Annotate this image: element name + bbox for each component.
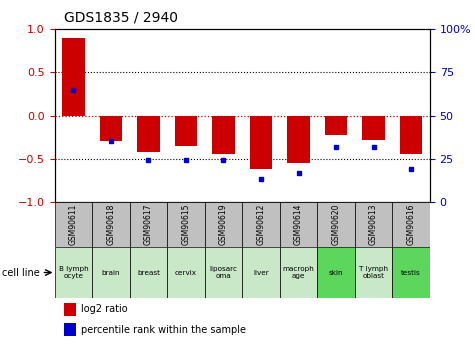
Bar: [355, 202, 392, 247]
Text: GSM90617: GSM90617: [144, 204, 153, 245]
Text: GDS1835 / 2940: GDS1835 / 2940: [64, 10, 178, 24]
Bar: [92, 202, 130, 247]
Text: GSM90614: GSM90614: [294, 204, 303, 245]
Bar: [55, 202, 92, 247]
Text: cervix: cervix: [175, 269, 197, 276]
Text: GSM90616: GSM90616: [407, 204, 416, 245]
Text: GSM90620: GSM90620: [332, 204, 341, 245]
Bar: [317, 247, 355, 298]
Bar: [250, 116, 272, 169]
Bar: [287, 116, 310, 163]
Text: brain: brain: [102, 269, 120, 276]
Bar: [62, 38, 85, 116]
Text: macroph
age: macroph age: [283, 266, 314, 279]
Text: liposarc
oma: liposarc oma: [209, 266, 238, 279]
Bar: [167, 247, 205, 298]
Bar: [392, 202, 430, 247]
Bar: [130, 202, 167, 247]
Bar: [167, 202, 205, 247]
Text: cell line: cell line: [2, 268, 40, 277]
Bar: [355, 247, 392, 298]
Text: liver: liver: [253, 269, 269, 276]
Text: GSM90612: GSM90612: [256, 204, 266, 245]
Bar: [175, 116, 197, 146]
Text: testis: testis: [401, 269, 421, 276]
Bar: [55, 247, 92, 298]
Text: GSM90611: GSM90611: [69, 204, 78, 245]
Text: GSM90618: GSM90618: [106, 204, 115, 245]
Bar: [137, 116, 160, 152]
Bar: [212, 116, 235, 155]
Bar: [280, 247, 317, 298]
Text: skin: skin: [329, 269, 343, 276]
Text: GSM90615: GSM90615: [181, 204, 190, 245]
Text: log2 ratio: log2 ratio: [81, 304, 127, 314]
Bar: [317, 202, 355, 247]
Bar: [362, 116, 385, 140]
Bar: [392, 247, 430, 298]
Bar: [205, 202, 242, 247]
Text: GSM90613: GSM90613: [369, 204, 378, 245]
Text: T lymph
oblast: T lymph oblast: [359, 266, 388, 279]
Text: breast: breast: [137, 269, 160, 276]
Bar: [280, 202, 317, 247]
Bar: [205, 247, 242, 298]
Bar: [242, 202, 280, 247]
Bar: [100, 116, 122, 141]
Bar: [242, 247, 280, 298]
Bar: [92, 247, 130, 298]
Bar: [400, 116, 422, 155]
Text: percentile rank within the sample: percentile rank within the sample: [81, 325, 246, 335]
Text: GSM90619: GSM90619: [219, 204, 228, 245]
Bar: [325, 116, 347, 135]
Text: B lymph
ocyte: B lymph ocyte: [58, 266, 88, 279]
Bar: [130, 247, 167, 298]
